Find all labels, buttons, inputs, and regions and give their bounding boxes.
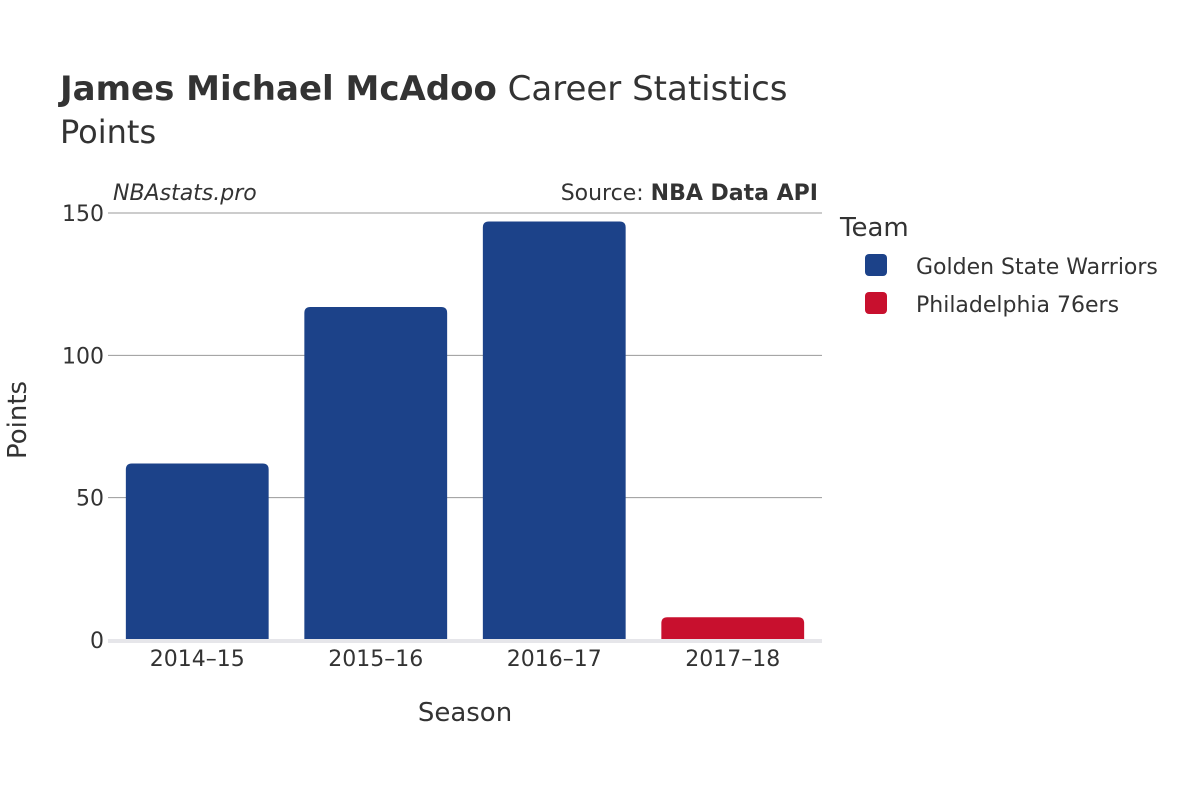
legend: Team Golden State Warriors Philadelphia … xyxy=(839,213,1158,318)
bars xyxy=(125,221,805,641)
bar-2015-16[interactable] xyxy=(304,306,448,640)
y-tick-label-100: 100 xyxy=(62,344,104,369)
source-name: NBA Data API xyxy=(651,181,818,206)
chart-title-rest: Career Statistics xyxy=(497,69,788,109)
y-axis-title: Points xyxy=(3,381,33,459)
legend-item-golden-state-warriors[interactable]: Golden State Warriors xyxy=(865,254,1158,280)
legend-swatch-golden-state-warriors xyxy=(865,254,887,276)
legend-label-philadelphia-76ers: Philadelphia 76ers xyxy=(916,293,1119,318)
chart-title: James Michael McAdoo Career Statistics xyxy=(58,69,788,109)
legend-swatch-philadelphia-76ers xyxy=(865,292,887,314)
x-tick-label-2014-15: 2014–15 xyxy=(150,647,245,672)
y-tick-label-50: 50 xyxy=(76,487,104,512)
bar-2016-17[interactable] xyxy=(482,221,626,641)
bar-2014-15[interactable] xyxy=(125,463,269,640)
x-tick-label-2017-18: 2017–18 xyxy=(685,647,780,672)
legend-title: Team xyxy=(839,213,909,243)
source-prefix: Source: xyxy=(561,181,651,206)
watermark: NBAstats.pro xyxy=(113,181,257,206)
legend-label-golden-state-warriors: Golden State Warriors xyxy=(916,255,1158,280)
gridlines xyxy=(108,212,822,499)
y-tick-label-0: 0 xyxy=(90,629,104,654)
axes: 0 50 100 150 2014–15 2015–16 2016–17 2017–18 xyxy=(62,202,822,672)
x-tick-label-2016-17: 2016–17 xyxy=(507,647,602,672)
y-tick-label-150: 150 xyxy=(62,202,104,227)
bar-2017-18[interactable] xyxy=(661,617,805,640)
chart-subtitle: Points xyxy=(60,113,156,151)
chart-title-player: James Michael McAdoo xyxy=(58,69,497,109)
legend-item-philadelphia-76ers[interactable]: Philadelphia 76ers xyxy=(865,292,1119,318)
x-tick-label-2015-16: 2015–16 xyxy=(328,647,423,672)
source-credit: Source: NBA Data API xyxy=(561,181,818,206)
x-axis-title: Season xyxy=(418,698,512,728)
